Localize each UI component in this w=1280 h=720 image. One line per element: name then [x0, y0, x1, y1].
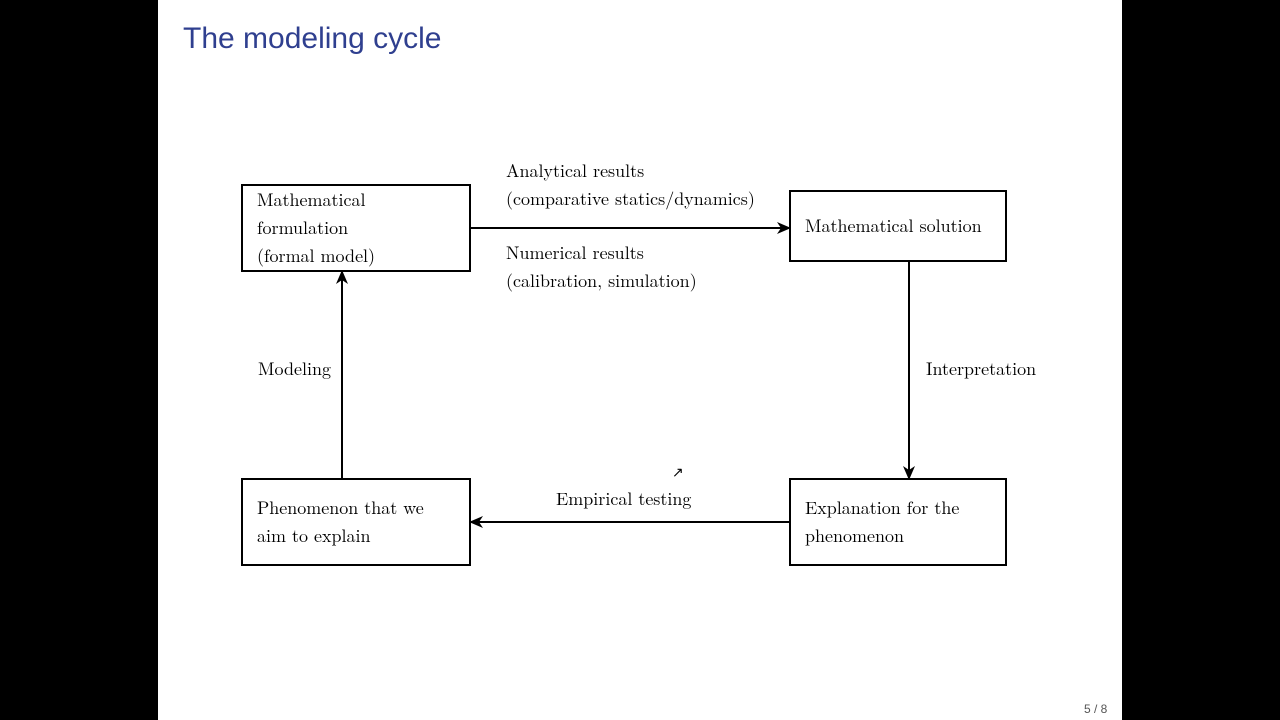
edge-label-modeling: Modeling — [258, 356, 331, 381]
node-formulation: Mathematical formulation (formal model) — [241, 184, 471, 272]
node-solution-line1: Mathematical solution — [805, 212, 982, 240]
node-solution: Mathematical solution — [789, 190, 1007, 262]
node-explanation-line2: phenomenon — [805, 522, 959, 550]
edge-label-numerical-1: Numerical results — [506, 240, 644, 265]
node-phenomenon: Phenomenon that we aim to explain — [241, 478, 471, 566]
slide: The modeling cycle Mathematical formulat… — [158, 0, 1122, 720]
node-solution-text: Mathematical solution — [805, 212, 982, 240]
node-phenomenon-text: Phenomenon that we aim to explain — [257, 494, 424, 550]
node-formulation-line2: (formal model) — [257, 242, 455, 270]
edge-label-empirical: Empirical testing — [556, 486, 691, 511]
node-explanation-text: Explanation for the phenomenon — [805, 494, 959, 550]
node-phenomenon-line1: Phenomenon that we — [257, 494, 424, 522]
slide-title: The modeling cycle — [183, 22, 441, 56]
stage: The modeling cycle Mathematical formulat… — [0, 0, 1280, 720]
page-number: 5 / 8 — [1084, 702, 1107, 716]
node-explanation-line1: Explanation for the — [805, 494, 959, 522]
node-explanation: Explanation for the phenomenon — [789, 478, 1007, 566]
edge-label-analytical-1: Analytical results — [506, 158, 644, 183]
node-formulation-text: Mathematical formulation (formal model) — [257, 186, 455, 270]
edge-label-numerical-2: (calibration, simulation) — [506, 268, 697, 293]
edge-label-analytical-2: (comparative statics/dynamics) — [506, 186, 755, 211]
node-phenomenon-line2: aim to explain — [257, 522, 424, 550]
node-formulation-line1: Mathematical formulation — [257, 186, 455, 242]
edge-label-interpretation: Interpretation — [926, 356, 1036, 381]
